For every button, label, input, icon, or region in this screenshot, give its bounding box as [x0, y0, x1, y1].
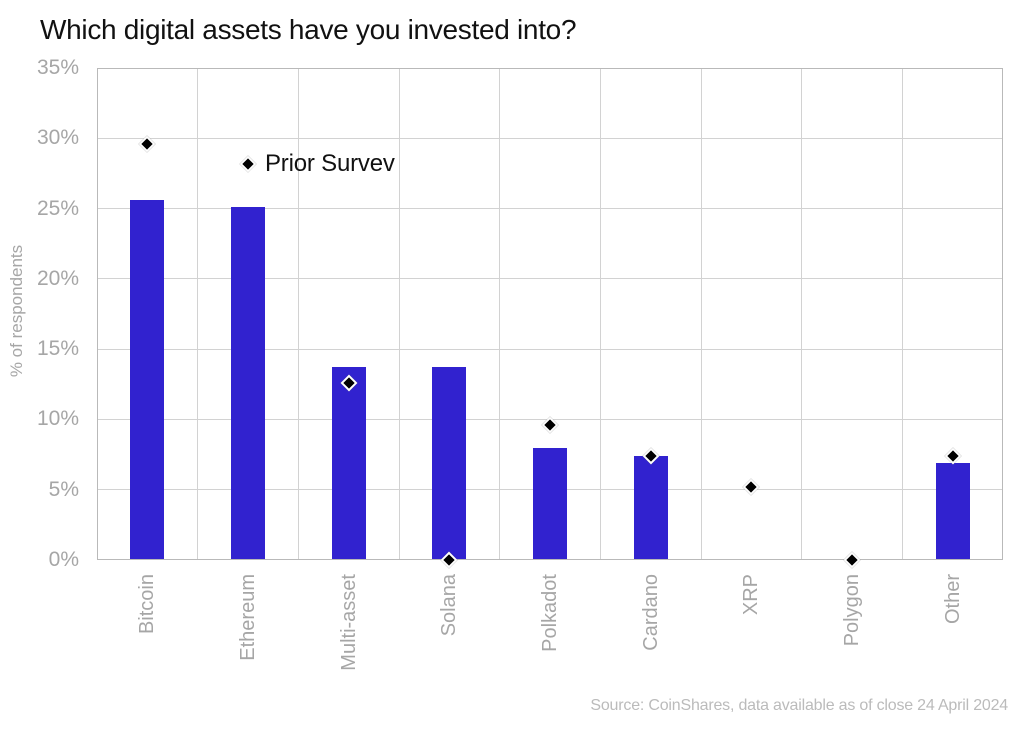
prior-survey-marker-ethereum — [239, 155, 257, 173]
prior-survey-marker-other — [944, 447, 962, 465]
source-note: Source: CoinShares, data available as of… — [590, 697, 1008, 714]
gridline-h — [97, 137, 1003, 139]
gridline-h — [97, 348, 1003, 350]
gridline-h — [97, 208, 1003, 210]
x-tick-label-polygon: Polygon — [841, 574, 863, 647]
x-tick-label-polkadot: Polkadot — [539, 574, 561, 652]
bar-bitcoin — [130, 200, 165, 560]
gridline-v — [197, 68, 199, 560]
bar-multi-asset — [331, 367, 366, 560]
y-tick-label: 0% — [48, 548, 79, 571]
y-tick-label: 5% — [48, 477, 79, 501]
bar-other — [935, 463, 970, 560]
gridline-h — [97, 278, 1003, 280]
gridline-v — [398, 68, 400, 560]
gridline-v — [901, 68, 903, 560]
chart-title: Which digital assets have you invested i… — [40, 14, 577, 45]
gridline-v — [599, 68, 601, 560]
y-tick-label: 15% — [36, 337, 79, 361]
bar-solana — [432, 367, 467, 560]
series-label-prior-survey: Prior Survev — [265, 149, 395, 177]
y-tick-label: 20% — [36, 266, 79, 290]
x-tick-label-ethereum: Ethereum — [237, 574, 259, 661]
y-tick-label: 10% — [36, 407, 79, 431]
bar-cardano — [633, 455, 668, 560]
x-tick-label-bitcoin: Bitcoin — [136, 574, 159, 635]
prior-survey-marker-xrp — [742, 478, 760, 496]
bar-polkadot — [533, 447, 567, 560]
bar-ethereum — [231, 207, 265, 560]
prior-survey-marker-polygon — [843, 551, 861, 569]
gridline-v — [801, 68, 803, 560]
gridline-v — [297, 68, 299, 560]
gridline-v — [700, 68, 702, 560]
y-tick-label: 35% — [36, 56, 79, 79]
x-tick-label-multi-asset: Multi-asset — [337, 574, 360, 671]
x-tick-label-cardano: Cardano — [639, 574, 662, 651]
x-tick-label-solana: Solana — [438, 574, 461, 637]
x-tick-label-other: Other — [941, 574, 964, 625]
plot-area — [97, 68, 1003, 569]
y-tick-label: 30% — [36, 126, 79, 150]
x-tick-label-xrp: XRP — [740, 574, 763, 616]
y-axis-title: % of respondents — [7, 244, 26, 378]
gridline-v — [499, 68, 501, 560]
y-tick-label: 25% — [36, 196, 79, 220]
